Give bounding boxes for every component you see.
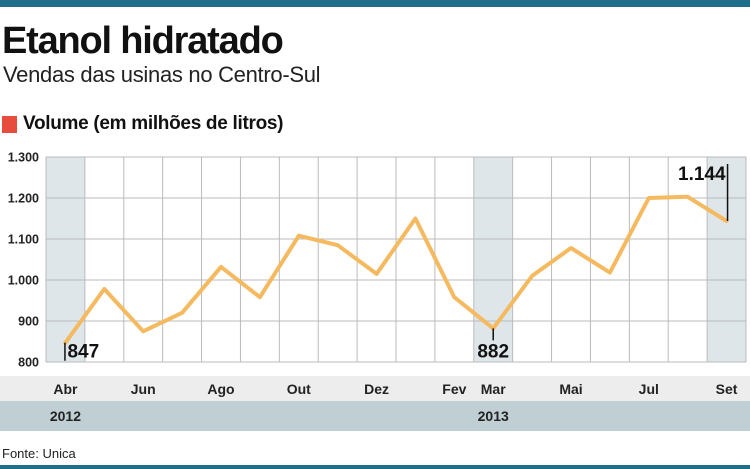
- data-point: [219, 265, 223, 269]
- x-tick-label: Abr: [53, 381, 78, 397]
- data-point: [258, 295, 262, 299]
- x-tick-label: Out: [287, 381, 311, 397]
- series-line: [63, 194, 729, 345]
- month-axis-band: [0, 376, 750, 401]
- year-axis-band: [0, 401, 750, 431]
- chart-subtitle: Vendas das usinas no Centro-Sul: [3, 62, 321, 87]
- y-tick-label: 800: [18, 356, 39, 370]
- data-point: [141, 329, 145, 333]
- data-point: [336, 243, 340, 247]
- x-tick-label: Jul: [639, 381, 659, 397]
- y-tick-label: 1.300: [8, 151, 39, 165]
- x-tick-label: Set: [716, 381, 738, 397]
- data-point: [102, 287, 106, 291]
- highlight-column: [707, 157, 746, 362]
- x-tick-label: Ago: [207, 381, 234, 397]
- legend: Volume (em milhões de litros): [2, 113, 283, 135]
- data-point: [647, 196, 651, 200]
- y-tick-label: 900: [18, 315, 39, 329]
- data-point: [180, 311, 184, 315]
- bottom-rule: [0, 465, 750, 469]
- legend-label: Volume (em milhões de litros): [23, 113, 284, 134]
- x-tick-label: Jun: [131, 381, 156, 397]
- year-label: 2013: [478, 408, 509, 424]
- y-tick-label: 1.100: [8, 233, 39, 247]
- data-point: [374, 272, 379, 276]
- data-point: [608, 271, 612, 275]
- year-label: 2012: [50, 408, 81, 424]
- data-label: 1.144: [678, 164, 726, 185]
- y-tick-label: 1.200: [8, 192, 39, 206]
- data-point: [569, 246, 573, 250]
- data-point: [297, 234, 301, 238]
- y-tick-label: 1.000: [8, 274, 39, 288]
- data-point: [413, 216, 418, 221]
- data-label: 847: [67, 342, 99, 363]
- data-label: 882: [477, 341, 509, 362]
- data-point: [530, 274, 534, 278]
- data-point: [686, 195, 690, 199]
- legend-swatch: [2, 115, 17, 133]
- data-point: [452, 295, 456, 299]
- source-note: Fonte: Unica: [2, 446, 76, 461]
- line-chart: 800 900 1.000 1.100 1.200 1.300 Abr Jun Ago Out De…: [8, 151, 747, 424]
- top-rule: [0, 0, 750, 7]
- chart-title: Etanol hidratado: [2, 20, 284, 62]
- x-tick-label: Mar: [481, 381, 506, 397]
- x-tick-label: Fev: [442, 381, 466, 397]
- x-tick-label: Dez: [364, 381, 389, 397]
- x-tick-label: Mai: [559, 381, 582, 397]
- highlight-column: [46, 157, 85, 362]
